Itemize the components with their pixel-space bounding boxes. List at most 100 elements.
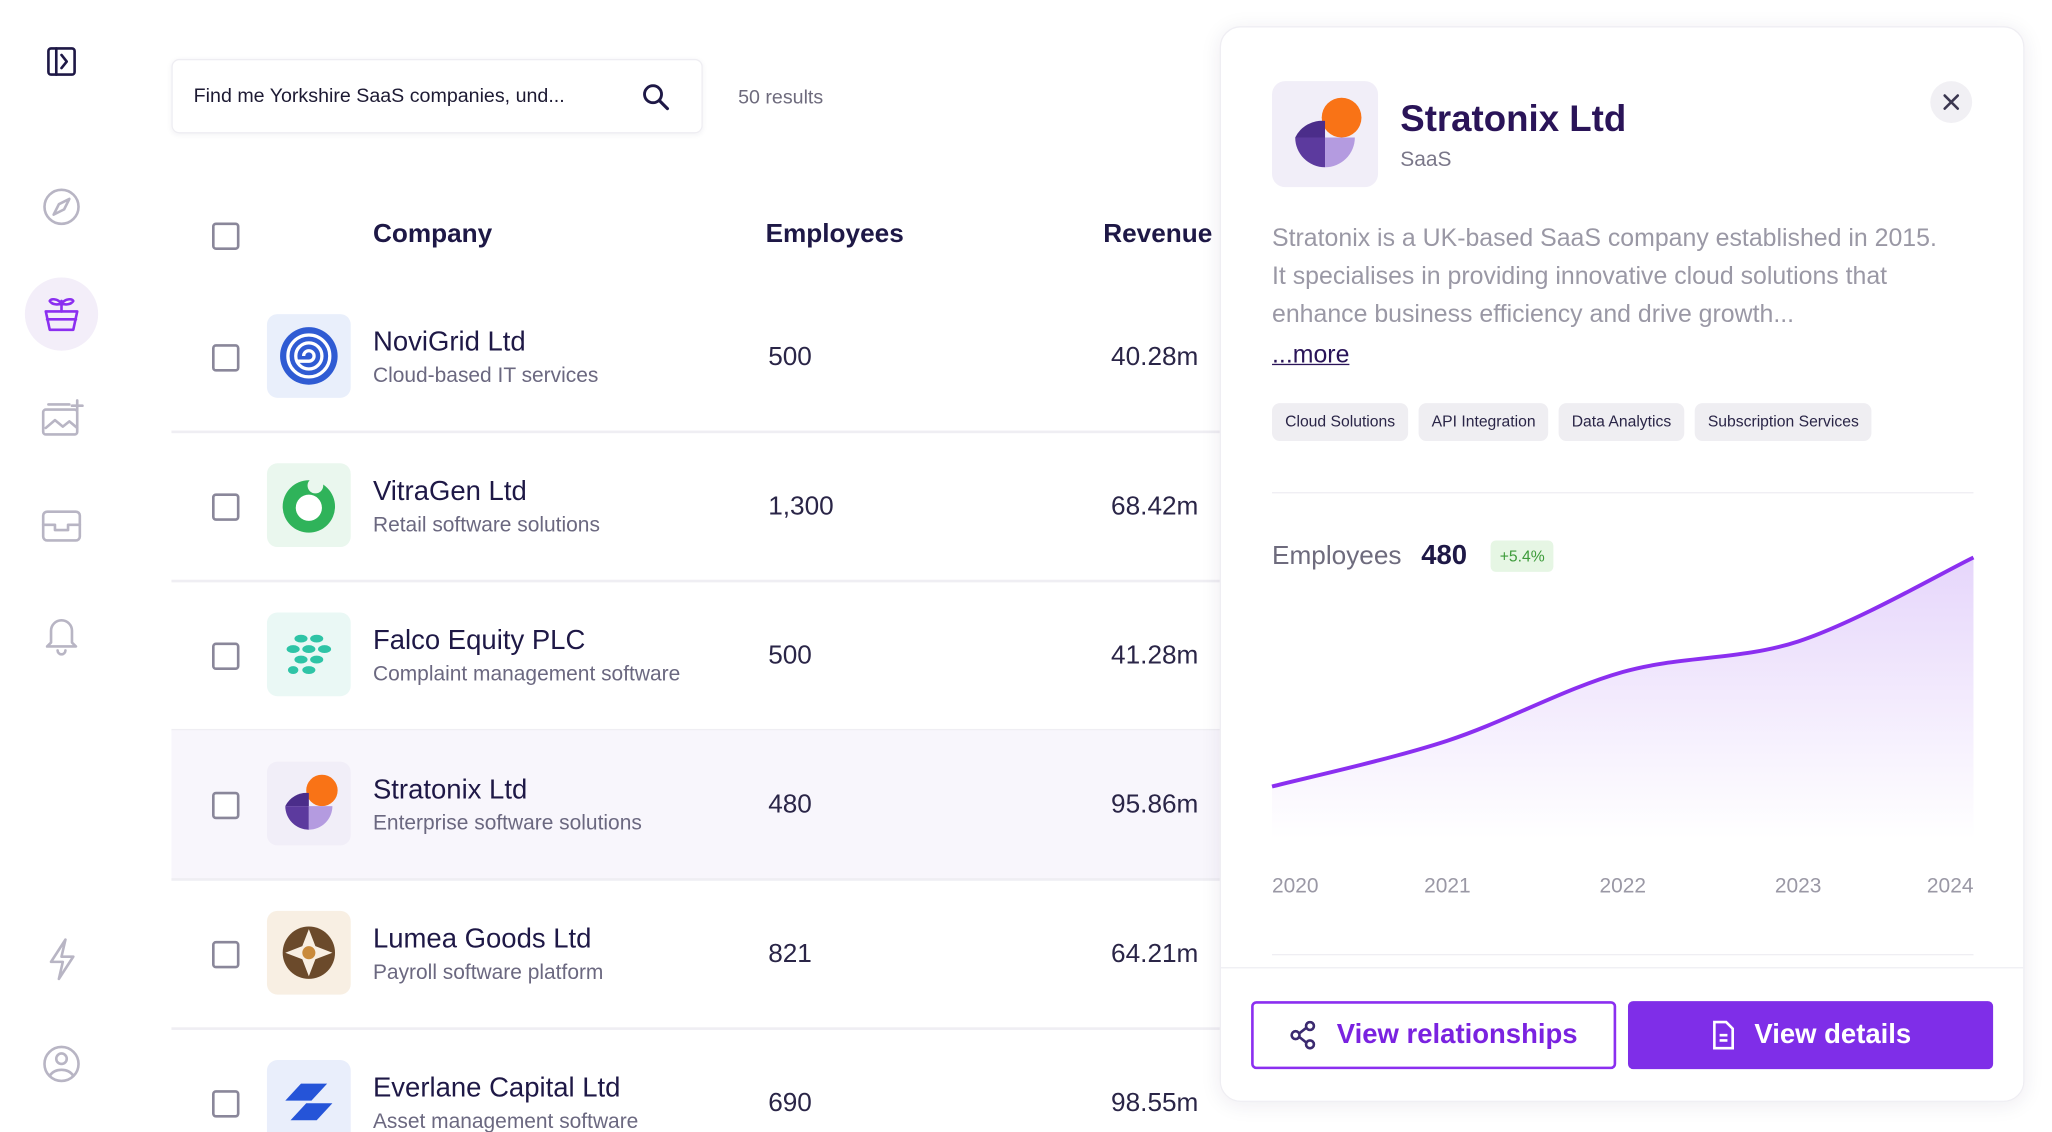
- company-description: Payroll software platform: [372, 961, 604, 985]
- tag: Cloud Solutions: [1272, 403, 1409, 442]
- table-row[interactable]: NoviGrid Ltd Cloud-based IT services 500 40…: [171, 283, 1245, 434]
- logo-mark: [1295, 97, 1362, 168]
- table-row[interactable]: Stratonix Ltd Enterprise software solutio…: [171, 730, 1245, 881]
- button-label: View relationships: [1336, 1019, 1578, 1050]
- metric-label: Employees: [1272, 541, 1402, 571]
- employees-cell: 821: [768, 939, 812, 969]
- revenue-cell: 41.28m: [1111, 641, 1199, 671]
- actions-icon[interactable]: [49, 938, 75, 981]
- panel-category: SaaS: [1400, 149, 1452, 172]
- logo-mark: [285, 1083, 333, 1121]
- logo-mark: [285, 774, 338, 830]
- panel-title: Stratonix Ltd: [1400, 98, 1627, 139]
- employees-cell: 500: [768, 342, 812, 372]
- x-tick-label: 2020: [1272, 875, 1319, 898]
- companies-icon[interactable]: [44, 297, 79, 332]
- company-name[interactable]: Falco Equity PLC: [372, 625, 586, 656]
- employees-cell: 500: [768, 641, 812, 671]
- more-link[interactable]: ...more: [1272, 341, 1350, 370]
- logo-mark: [282, 477, 336, 533]
- share-icon: [1290, 1020, 1316, 1050]
- row-checkbox[interactable]: [212, 642, 240, 671]
- notifications-icon[interactable]: [45, 619, 78, 656]
- divider: [1272, 954, 1974, 956]
- toggle-sidebar-icon[interactable]: [47, 47, 76, 76]
- company-description: Retail software solutions: [372, 514, 600, 537]
- employees-chart: 2020 2021 2022 2023 2024: [1271, 555, 1975, 898]
- sidebar: [24, 47, 99, 1083]
- button-label: View details: [1754, 1019, 1912, 1050]
- tag: Subscription Services: [1694, 403, 1872, 442]
- company-description: Enterprise software solutions: [372, 812, 642, 835]
- panel-logo: [1272, 81, 1379, 188]
- search-icon[interactable]: [641, 82, 670, 111]
- select-all-checkbox[interactable]: [212, 222, 240, 250]
- company-description: Complaint management software: [372, 663, 681, 686]
- metric-value: 480: [1421, 540, 1468, 571]
- lists-icon[interactable]: [41, 399, 84, 436]
- metric-change: +5.4%: [1490, 540, 1554, 572]
- company-name[interactable]: Everlane Capital Ltd: [372, 1073, 621, 1104]
- panel-description: It specialises in providing innovative c…: [1272, 263, 1888, 291]
- company-name[interactable]: Lumea Goods Ltd: [372, 923, 592, 955]
- employees-cell: 690: [768, 1088, 812, 1118]
- column-header[interactable]: Employees: [765, 219, 904, 249]
- revenue-cell: 98.55m: [1111, 1088, 1199, 1118]
- column-header[interactable]: Company: [372, 219, 493, 249]
- explore-icon[interactable]: [43, 188, 80, 226]
- employees-cell: 480: [768, 790, 812, 820]
- employees-line: [1271, 555, 1975, 789]
- area-fill: [1272, 557, 1974, 839]
- revenue-cell: 95.86m: [1111, 790, 1199, 820]
- company-panel: Stratonix Ltd SaaS Stratonix is a UK-bas…: [1219, 26, 2025, 1102]
- close-button[interactable]: [1929, 80, 1973, 124]
- row-checkbox[interactable]: [212, 791, 240, 820]
- logo-mark: [286, 634, 332, 674]
- tag: Data Analytics: [1558, 403, 1685, 442]
- view-details-button[interactable]: View details: [1627, 1001, 1994, 1070]
- company-logo: [266, 612, 351, 697]
- panel-description: enhance business efficiency and drive gr…: [1272, 300, 1795, 329]
- view-relationships-button[interactable]: View relationships: [1251, 1001, 1617, 1070]
- row-checkbox[interactable]: [212, 1090, 240, 1118]
- table-row[interactable]: Lumea Goods Ltd Payroll software platform…: [171, 879, 1245, 1030]
- profile-icon[interactable]: [43, 1045, 80, 1083]
- x-tick-label: 2024: [1927, 875, 1974, 898]
- logo-mark: [280, 327, 338, 385]
- revenue-cell: 68.42m: [1111, 492, 1199, 521]
- company-logo: [266, 314, 351, 398]
- search-box[interactable]: Find me Yorkshire SaaS companies, und...: [171, 58, 703, 134]
- row-checkbox[interactable]: [212, 493, 240, 521]
- table-row[interactable]: Falco Equity PLC Complaint management sof…: [171, 581, 1245, 732]
- company-logo: [266, 463, 351, 548]
- revenue-cell: 64.21m: [1111, 939, 1199, 969]
- panel-description: Stratonix is a UK-based SaaS company est…: [1272, 225, 1937, 253]
- results-count: 50 results: [738, 86, 824, 109]
- table-row[interactable]: Everlane Capital Ltd Asset management sof…: [171, 1029, 1244, 1132]
- table-row[interactable]: VitraGen Ltd Retail software solutions 1,3…: [171, 432, 1245, 583]
- search-query[interactable]: Find me Yorkshire SaaS companies, und...: [193, 85, 565, 108]
- x-tick-label: 2021: [1424, 875, 1471, 898]
- company-name[interactable]: VitraGen Ltd: [372, 476, 527, 507]
- x-tick-label: 2022: [1599, 875, 1646, 898]
- company-logo: [266, 1060, 351, 1132]
- row-checkbox[interactable]: [212, 940, 240, 969]
- row-checkbox[interactable]: [212, 344, 240, 372]
- active-nav-bg: [24, 277, 99, 351]
- inbox-icon[interactable]: [41, 510, 82, 542]
- column-header[interactable]: Revenue (: [1103, 219, 1229, 249]
- company-name[interactable]: Stratonix Ltd: [372, 774, 528, 805]
- company-logo: [266, 761, 351, 846]
- company-name[interactable]: NoviGrid Ltd: [372, 327, 526, 358]
- logo-mark: [282, 926, 336, 979]
- revenue-cell: 40.28m: [1111, 342, 1199, 372]
- company-description: Cloud-based IT services: [372, 365, 599, 388]
- company-logo: [266, 910, 351, 995]
- company-description: Asset management software: [372, 1111, 639, 1132]
- divider: [1272, 492, 1974, 494]
- document-icon: [1712, 1020, 1734, 1050]
- tag: API Integration: [1418, 403, 1549, 442]
- employees-cell: 1,300: [768, 492, 834, 521]
- x-tick-label: 2023: [1775, 875, 1822, 898]
